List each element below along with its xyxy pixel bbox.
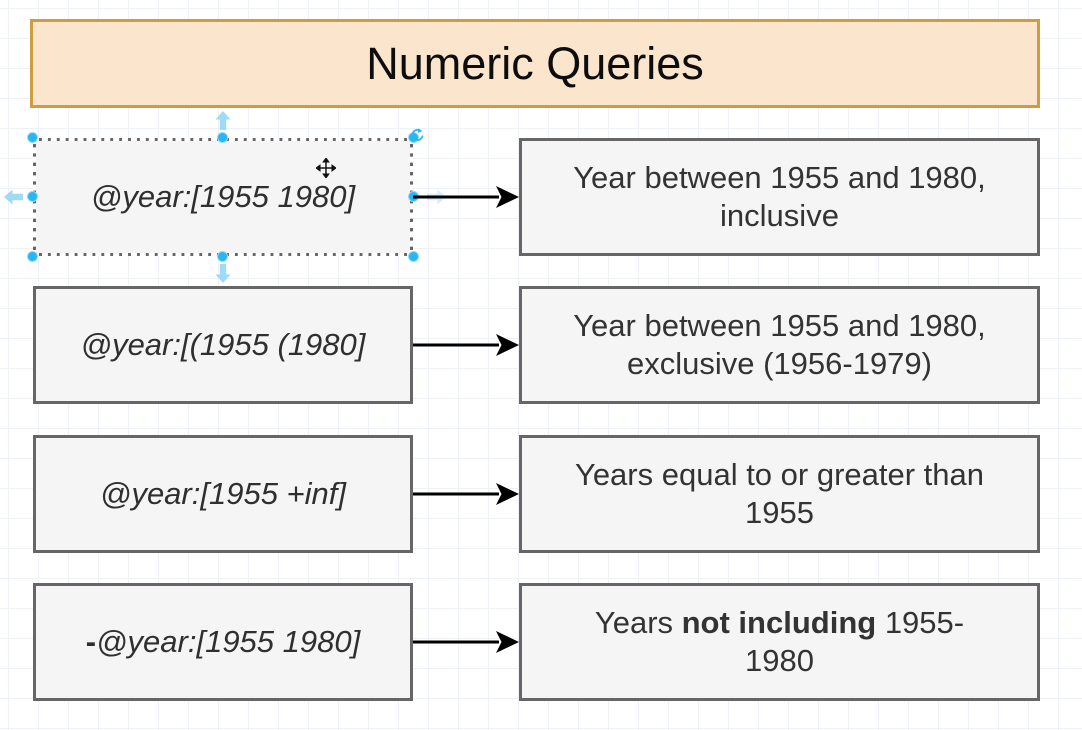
rotate-icon[interactable] [409,128,424,143]
resize-handle-bottom[interactable] [217,251,228,262]
resize-handle-bottom-right[interactable] [408,251,419,262]
query-text: @year:[(1955 (1980] [80,327,366,362]
description-text: Years equal to or greater than 1955 [574,457,985,530]
query-text: @year:[1955 +inf] [99,476,347,511]
move-cursor-icon [316,158,336,178]
connector-arrow[interactable] [411,479,521,509]
resize-handle-top[interactable] [217,132,228,143]
resize-handle-top-left[interactable] [27,132,38,143]
connector-arrow[interactable] [411,627,521,657]
diagram-row: @year:[1955 1980] [0,111,1082,283]
diagram-row: @year:[1955 +inf] Years equal to or grea… [0,435,1082,553]
direction-arrow-left-icon[interactable] [4,189,24,205]
resize-handle-left[interactable] [27,191,38,202]
query-shape-1[interactable]: @year:[1955 1980] [4,111,446,283]
description-text: Year between 1955 and 1980, inclusive [573,160,986,233]
description-shape-2[interactable]: Year between 1955 and 1980, exclusive (19… [519,286,1040,404]
page-title: Numeric Queries [366,37,704,89]
query-text: -@year:[1955 1980] [85,624,361,659]
query-shape-3[interactable]: @year:[1955 +inf] [33,435,413,553]
description-shape-4[interactable]: Years not including 1955- 1980 [519,583,1040,701]
description-shape-1[interactable]: Year between 1955 and 1980, inclusive [519,138,1040,256]
direction-arrow-down-icon[interactable] [215,263,231,283]
resize-handle-bottom-left[interactable] [27,251,38,262]
connector-arrow[interactable] [411,330,521,360]
query-shape-2[interactable]: @year:[(1955 (1980] [33,286,413,404]
description-text: Year between 1955 and 1980, exclusive (19… [573,308,986,381]
query-shape-4[interactable]: -@year:[1955 1980] [33,583,413,701]
title-shape[interactable]: Numeric Queries [30,19,1040,108]
diagram-row: @year:[(1955 (1980] Year between 1955 an… [0,286,1082,404]
description-shape-3[interactable]: Years equal to or greater than 1955 [519,435,1040,553]
direction-arrow-up-icon[interactable] [215,111,231,131]
connector-arrow[interactable] [411,182,521,212]
query-prefix: - [85,624,97,659]
description-text: Years not including 1955- 1980 [594,605,965,678]
query-text: @year:[1955 1980] [90,179,356,214]
diagram-row: -@year:[1955 1980] Years not including 1… [0,583,1082,701]
